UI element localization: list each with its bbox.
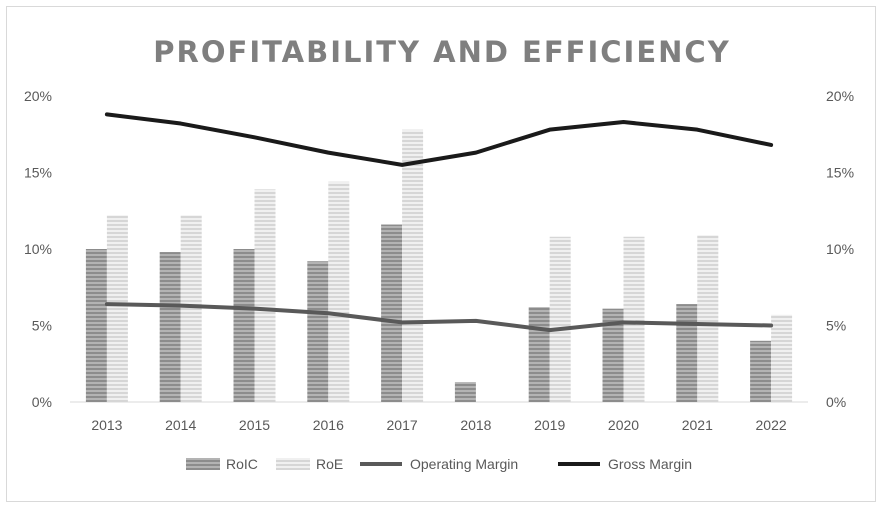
y-axis-left: 0% 5% 10% 15% 20% [24, 88, 52, 410]
line-operating-margin [104, 302, 774, 333]
bar-roic [454, 382, 476, 402]
x-tick-label: 2018 [460, 417, 491, 433]
bar-roe [402, 129, 424, 402]
y-tick-label-right: 15% [826, 165, 854, 181]
legend: RoIC RoE Operating Margin Gross Margin [186, 456, 692, 472]
x-tick-label: 2019 [534, 417, 565, 433]
bar-roe [623, 236, 645, 402]
y-tick-label-left: 20% [24, 88, 52, 104]
y-tick-label-right: 0% [826, 394, 846, 410]
legend-label-roe: RoE [316, 456, 343, 472]
x-tick-label: 2014 [165, 417, 196, 433]
y-tick-label-left: 5% [32, 318, 52, 334]
bar-roe [771, 314, 793, 402]
x-tick-label: 2017 [387, 417, 418, 433]
bar-roe [697, 235, 719, 402]
y-tick-label-left: 0% [32, 394, 52, 410]
bar-roic [602, 308, 624, 402]
bar-roic [233, 249, 255, 402]
bar-series [85, 129, 793, 402]
chart-frame [6, 6, 876, 502]
bar-roe [328, 181, 350, 402]
bar-roic [159, 252, 181, 402]
bar-roe [549, 236, 571, 402]
bar-roic [381, 224, 403, 402]
x-tick-label: 2016 [313, 417, 344, 433]
y-tick-label-right: 5% [826, 318, 846, 334]
bar-roe [180, 215, 202, 402]
x-tick-label: 2022 [756, 417, 787, 433]
line-series [104, 112, 774, 333]
y-tick-label-left: 15% [24, 165, 52, 181]
bar-roic [528, 307, 550, 402]
legend-swatch-roic [186, 458, 220, 470]
x-tick-label: 2020 [608, 417, 639, 433]
y-axis-right: 0% 5% 10% 15% 20% [826, 88, 854, 410]
x-tick-label: 2015 [239, 417, 270, 433]
legend-label-operating-margin: Operating Margin [410, 456, 518, 472]
legend-label-gross-margin: Gross Margin [608, 456, 692, 472]
y-tick-label-right: 10% [826, 241, 854, 257]
line-gross-margin [104, 112, 774, 167]
bar-roic [85, 249, 107, 402]
bar-roic [750, 340, 772, 402]
y-tick-label-right: 20% [826, 88, 854, 104]
x-tick-label: 2021 [682, 417, 713, 433]
bar-roic [307, 261, 329, 402]
legend-label-roic: RoIC [226, 456, 258, 472]
bar-roe [254, 189, 276, 402]
bar-roe [106, 215, 128, 402]
chart-title: PROFITABILITY AND EFFICIENCY [153, 35, 730, 69]
bar-roic [676, 304, 698, 402]
legend-swatch-roe [276, 458, 310, 470]
y-tick-label-left: 10% [24, 241, 52, 257]
x-axis: 2013 2014 2015 2016 2017 2018 2019 2020 2021 2022 [91, 417, 787, 433]
x-tick-label: 2013 [91, 417, 122, 433]
